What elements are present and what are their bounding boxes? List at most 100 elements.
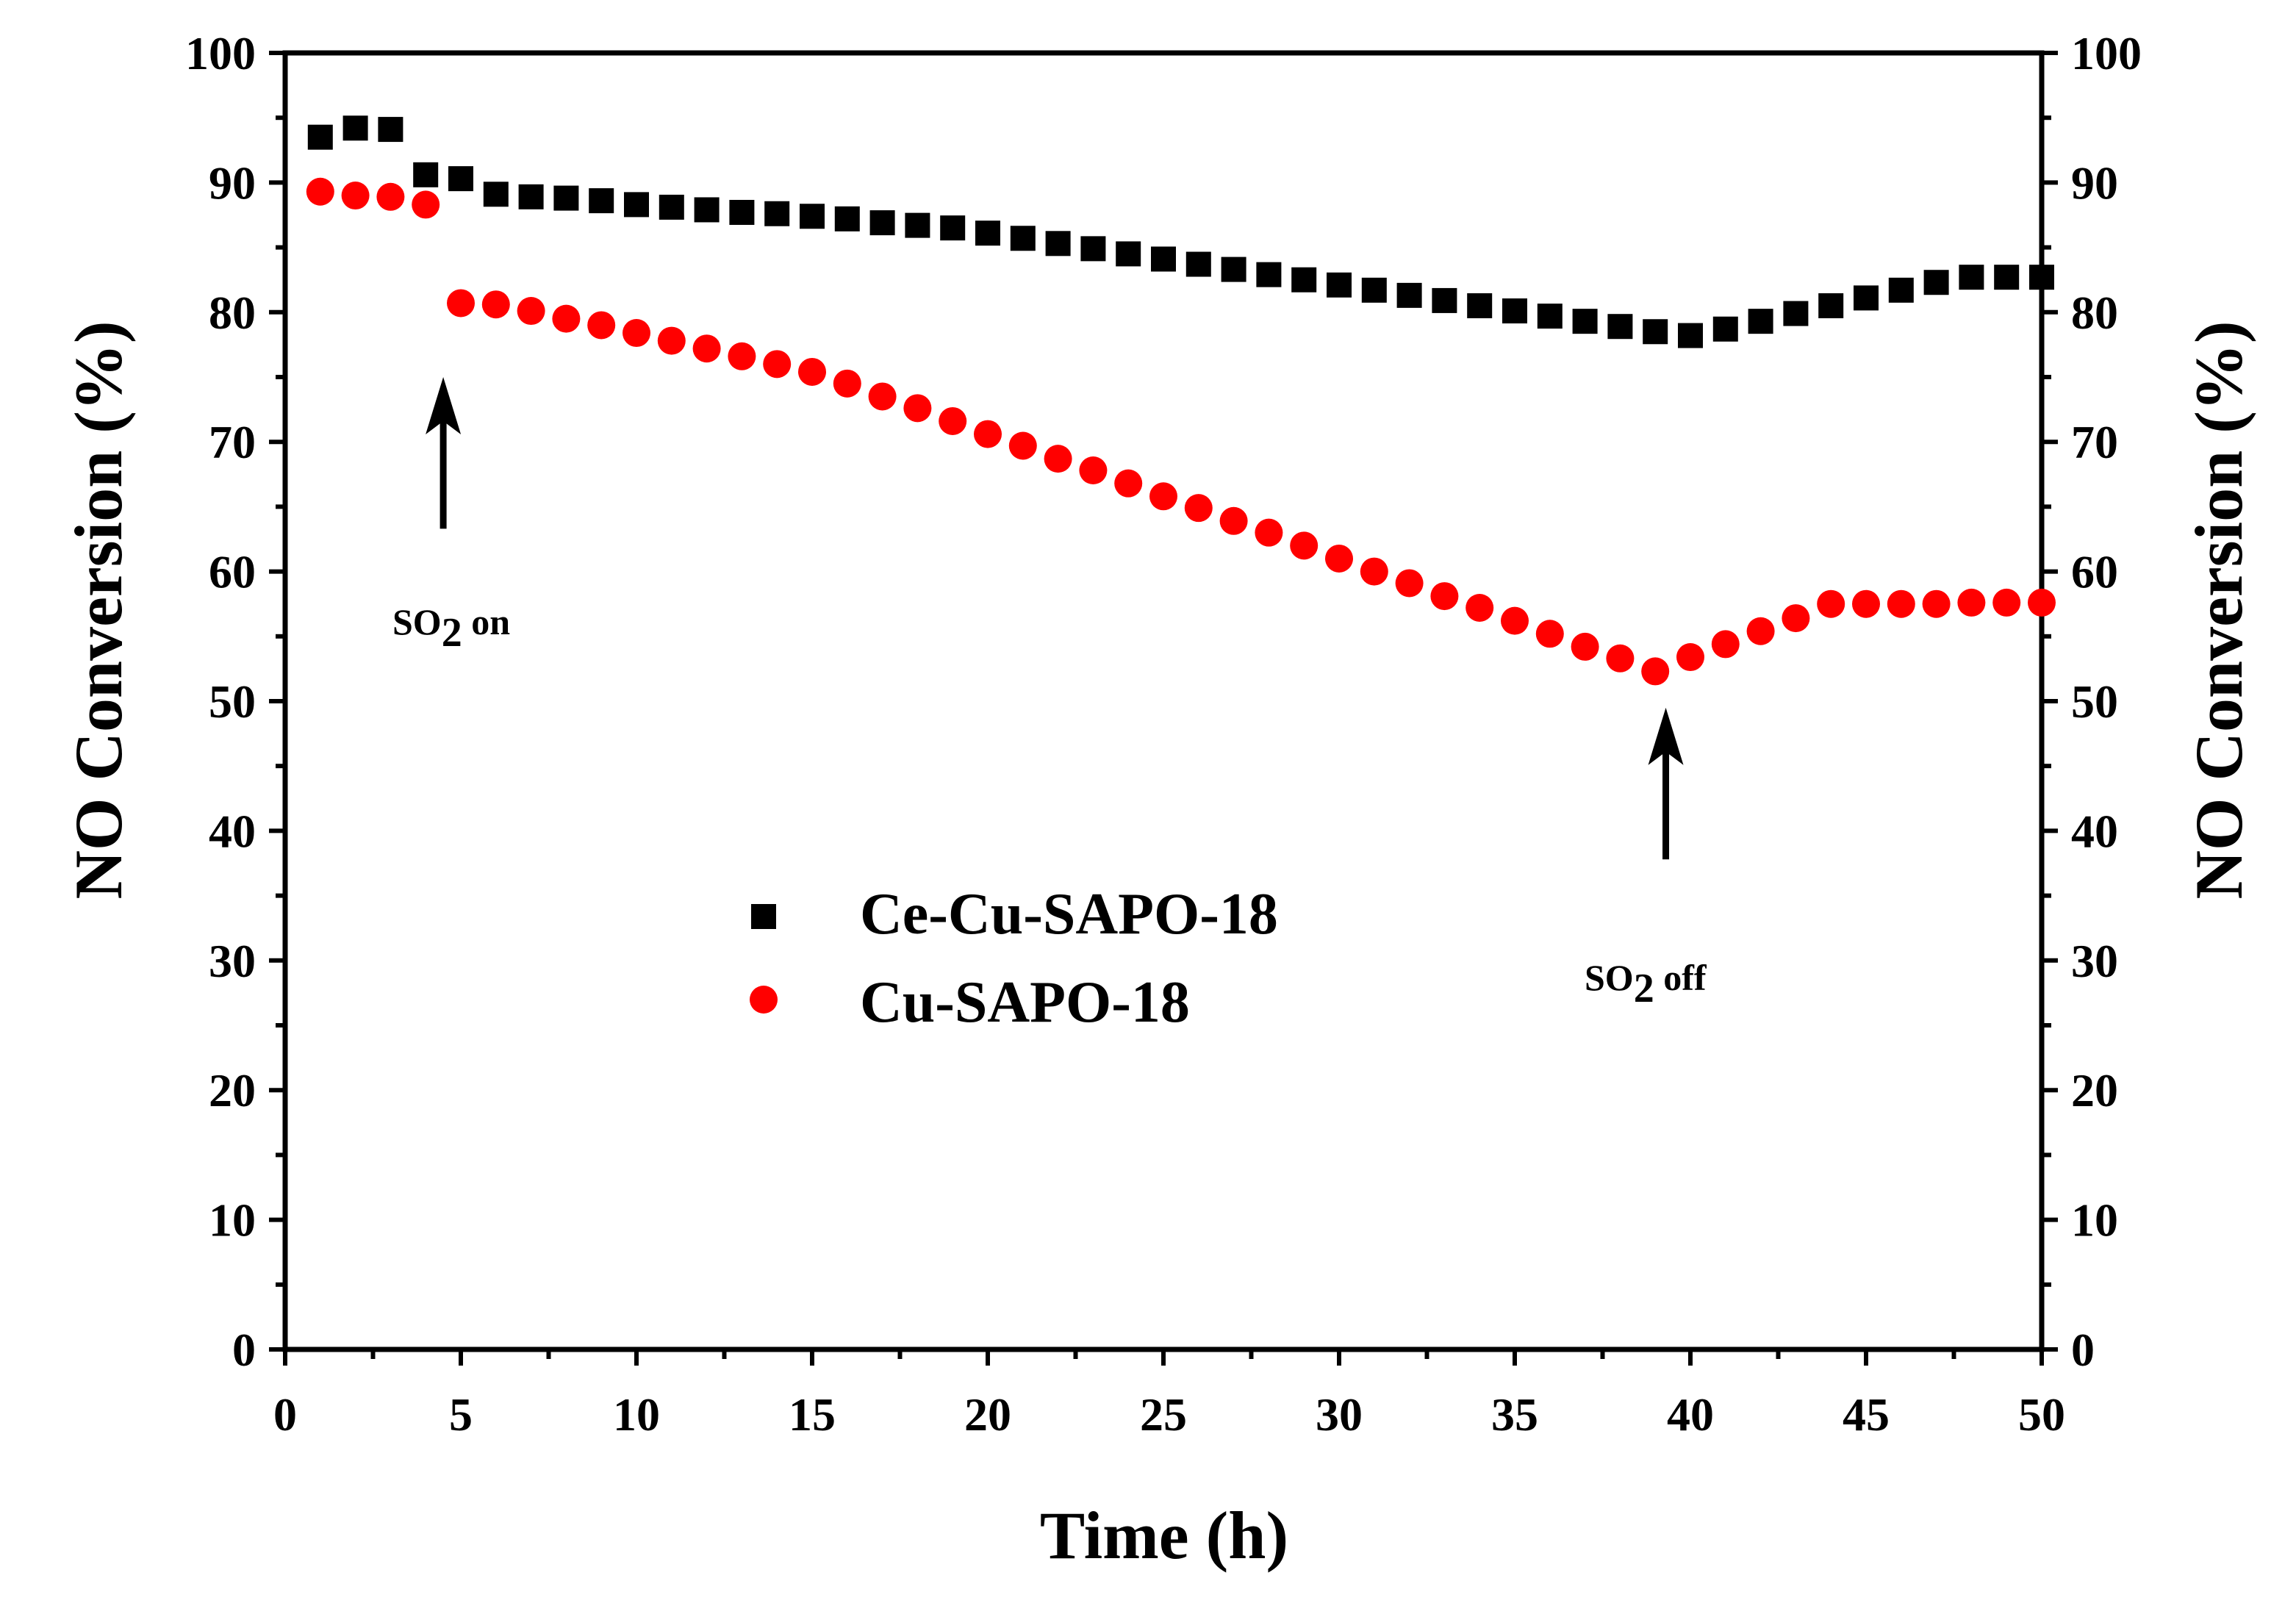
y-right-tick-label-60: 60	[2071, 546, 2118, 598]
point-ce-cu-sapo-18-29	[1327, 272, 1352, 298]
x-tick-label-0: 0	[273, 1388, 297, 1441]
point-ce-cu-sapo-18-41	[1748, 309, 1773, 334]
point-ce-cu-sapo-18-44	[1854, 285, 1879, 311]
legend: Ce-Cu-SAPO-18 Cu-SAPO-18	[750, 882, 1278, 1035]
x-tick-label-20: 20	[964, 1388, 1011, 1441]
point-ce-cu-sapo-18-38	[1643, 319, 1668, 345]
x-tick-label-25: 25	[1140, 1388, 1187, 1441]
point-cu-sapo-18-0	[306, 177, 334, 206]
point-cu-sapo-18-36	[1571, 632, 1599, 661]
point-ce-cu-sapo-18-11	[694, 197, 720, 223]
point-ce-cu-sapo-18-34	[1502, 298, 1527, 324]
point-ce-cu-sapo-18-15	[834, 206, 860, 232]
y-right-tick-label-80: 80	[2071, 287, 2118, 339]
point-cu-sapo-18-12	[728, 342, 756, 370]
point-cu-sapo-18-23	[1114, 469, 1143, 498]
point-cu-sapo-18-13	[763, 350, 792, 379]
legend-label-ce-cu-sapo-18: Ce-Cu-SAPO-18	[860, 882, 1278, 947]
point-cu-sapo-18-45	[1887, 589, 1915, 618]
point-ce-cu-sapo-18-0	[307, 124, 333, 150]
point-cu-sapo-18-44	[1852, 589, 1880, 618]
point-cu-sapo-18-29	[1325, 544, 1353, 573]
point-cu-sapo-18-15	[833, 369, 861, 398]
y-axis-left-title: NO Conversion (%)	[61, 320, 136, 899]
point-cu-sapo-18-22	[1079, 456, 1108, 485]
point-cu-sapo-18-16	[868, 382, 897, 411]
point-ce-cu-sapo-18-13	[764, 201, 790, 226]
series-ce-cu-sapo-18	[307, 115, 2054, 348]
annotation-so2-on-prefix: SO	[392, 601, 442, 642]
point-ce-cu-sapo-18-10	[659, 194, 684, 220]
point-cu-sapo-18-6	[517, 297, 545, 326]
point-cu-sapo-18-39	[1676, 643, 1704, 672]
point-ce-cu-sapo-18-12	[729, 199, 755, 225]
annotation-so2-off-subscript: 2	[1634, 966, 1654, 1011]
point-cu-sapo-18-32	[1430, 582, 1459, 611]
x-tick-label-15: 15	[789, 1388, 836, 1441]
annotation-so2-on: SO2 on	[392, 601, 510, 656]
point-ce-cu-sapo-18-36	[1572, 309, 1598, 334]
y-right-tick-label-90: 90	[2071, 157, 2118, 209]
point-cu-sapo-18-9	[623, 319, 650, 348]
point-ce-cu-sapo-18-30	[1361, 277, 1387, 303]
point-ce-cu-sapo-18-48	[1994, 265, 2020, 290]
point-cu-sapo-18-48	[1992, 588, 2021, 617]
legend-label-cu-sapo-18: Cu-SAPO-18	[860, 970, 1190, 1035]
point-cu-sapo-18-41	[1746, 617, 1775, 645]
point-cu-sapo-18-17	[903, 394, 932, 423]
point-cu-sapo-18-4	[447, 289, 475, 318]
x-tick-label-10: 10	[613, 1388, 660, 1441]
point-cu-sapo-18-8	[587, 311, 616, 340]
y-right-tick-label-0: 0	[2071, 1324, 2095, 1376]
point-ce-cu-sapo-18-7	[553, 185, 579, 211]
annotation-so2-off-prefix: SO	[1585, 957, 1634, 998]
point-cu-sapo-18-27	[1255, 518, 1283, 547]
arrow-head-so2-off	[1648, 707, 1684, 765]
point-cu-sapo-18-43	[1817, 589, 1845, 618]
y-right-tick-label-10: 10	[2071, 1194, 2118, 1247]
y-axis-right-ticks: 0 10 20 30 40 50 60 70 80 90 100	[2042, 27, 2142, 1376]
point-ce-cu-sapo-18-20	[1010, 226, 1036, 251]
point-ce-cu-sapo-18-23	[1116, 241, 1141, 267]
point-cu-sapo-18-42	[1782, 604, 1810, 633]
y-left-tick-label-50: 50	[209, 675, 256, 728]
y-right-tick-label-40: 40	[2071, 805, 2118, 857]
y-left-tick-label-100: 100	[185, 27, 256, 79]
y-right-tick-label-70: 70	[2071, 416, 2118, 468]
point-ce-cu-sapo-18-39	[1678, 323, 1703, 348]
x-tick-label-30: 30	[1316, 1388, 1363, 1441]
point-cu-sapo-18-35	[1535, 620, 1564, 648]
y-right-tick-label-30: 30	[2071, 935, 2118, 987]
point-ce-cu-sapo-18-24	[1151, 246, 1176, 272]
point-ce-cu-sapo-18-43	[1818, 293, 1844, 318]
point-ce-cu-sapo-18-27	[1256, 262, 1282, 287]
point-ce-cu-sapo-18-32	[1432, 287, 1457, 313]
point-ce-cu-sapo-18-18	[940, 215, 966, 241]
point-ce-cu-sapo-18-14	[800, 204, 825, 229]
point-ce-cu-sapo-18-19	[975, 220, 1000, 246]
annotation-so2-on-subscript: 2	[442, 610, 462, 656]
arrow-so2-off	[1648, 707, 1684, 860]
point-ce-cu-sapo-18-22	[1080, 236, 1106, 262]
point-cu-sapo-18-2	[376, 182, 405, 211]
annotation-layer	[426, 377, 1684, 860]
x-tick-label-40: 40	[1667, 1388, 1714, 1441]
point-ce-cu-sapo-18-6	[518, 184, 544, 209]
point-ce-cu-sapo-18-26	[1221, 257, 1246, 282]
y-axis-right-title: NO Conversion (%)	[2181, 320, 2256, 899]
point-ce-cu-sapo-18-49	[2029, 265, 2054, 290]
point-cu-sapo-18-38	[1641, 657, 1670, 686]
point-ce-cu-sapo-18-5	[483, 182, 509, 207]
legend-marker-ce-cu-sapo-18	[751, 904, 776, 929]
y-left-tick-label-60: 60	[209, 546, 256, 598]
point-cu-sapo-18-20	[1008, 431, 1037, 460]
point-ce-cu-sapo-18-9	[624, 192, 649, 218]
arrow-so2-on	[426, 377, 462, 529]
arrow-head-so2-on	[426, 377, 462, 434]
point-cu-sapo-18-14	[798, 357, 826, 386]
point-cu-sapo-18-49	[2028, 588, 2056, 617]
y-axis-left-ticks: 0 10 20 30 40 50 60 70 80 90 100	[185, 27, 285, 1376]
y-left-tick-label-10: 10	[209, 1194, 256, 1247]
